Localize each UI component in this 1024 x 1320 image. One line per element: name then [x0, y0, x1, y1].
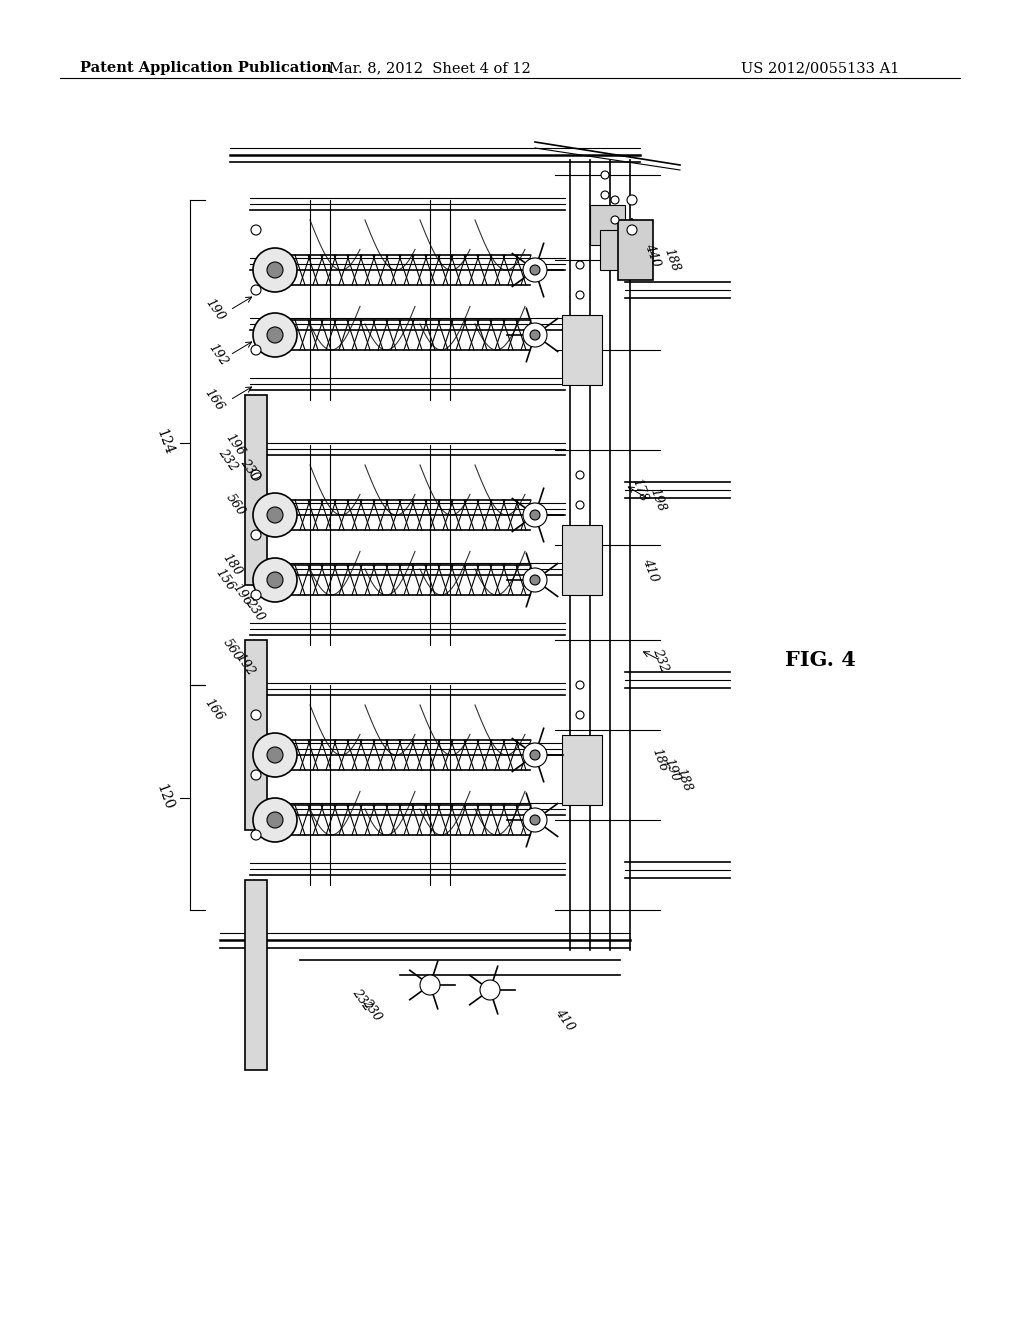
- Circle shape: [575, 261, 584, 269]
- Text: 156: 156: [213, 566, 238, 594]
- Circle shape: [251, 285, 261, 294]
- Bar: [562, 315, 602, 385]
- Circle shape: [480, 979, 500, 1001]
- Text: 440: 440: [642, 242, 663, 268]
- Circle shape: [523, 323, 547, 347]
- Text: 120: 120: [154, 783, 176, 812]
- Circle shape: [253, 248, 297, 292]
- Circle shape: [575, 711, 584, 719]
- Text: 410: 410: [640, 557, 660, 583]
- Circle shape: [611, 216, 618, 224]
- Text: Patent Application Publication: Patent Application Publication: [80, 61, 332, 75]
- Text: 192: 192: [206, 342, 230, 368]
- Text: 166: 166: [202, 387, 226, 413]
- Bar: [245, 395, 267, 585]
- Circle shape: [627, 224, 637, 235]
- Circle shape: [601, 172, 609, 180]
- Circle shape: [251, 224, 261, 235]
- Circle shape: [530, 750, 540, 760]
- Circle shape: [267, 572, 283, 587]
- Text: 410: 410: [553, 1006, 578, 1034]
- Circle shape: [267, 812, 283, 828]
- Circle shape: [253, 558, 297, 602]
- Text: 188: 188: [662, 247, 682, 273]
- Text: 192: 192: [232, 652, 257, 678]
- Circle shape: [627, 195, 637, 205]
- Text: 196: 196: [223, 432, 247, 458]
- Circle shape: [530, 330, 540, 341]
- Text: 180: 180: [220, 552, 244, 578]
- Circle shape: [530, 814, 540, 825]
- Text: 232: 232: [350, 986, 374, 1014]
- Text: 198: 198: [648, 487, 669, 513]
- Circle shape: [267, 327, 283, 343]
- Circle shape: [267, 747, 283, 763]
- Bar: [562, 525, 602, 595]
- Circle shape: [575, 471, 584, 479]
- Text: 560: 560: [220, 636, 244, 664]
- Circle shape: [251, 770, 261, 780]
- Text: 230: 230: [238, 457, 262, 483]
- Circle shape: [251, 531, 261, 540]
- Circle shape: [575, 502, 584, 510]
- Text: 190: 190: [662, 756, 682, 784]
- Text: 188: 188: [674, 767, 694, 793]
- Circle shape: [267, 507, 283, 523]
- Circle shape: [420, 975, 440, 995]
- Circle shape: [523, 503, 547, 527]
- Text: 124: 124: [154, 428, 176, 457]
- Circle shape: [575, 681, 584, 689]
- Bar: [562, 735, 602, 805]
- Bar: [618, 220, 653, 280]
- Circle shape: [523, 568, 547, 591]
- Circle shape: [253, 799, 297, 842]
- Circle shape: [253, 733, 297, 777]
- Bar: [600, 230, 635, 271]
- Text: FIG. 4: FIG. 4: [784, 649, 855, 671]
- Bar: [245, 880, 267, 1071]
- Text: 178: 178: [630, 477, 650, 503]
- Circle shape: [601, 191, 609, 199]
- Circle shape: [530, 510, 540, 520]
- Circle shape: [251, 710, 261, 719]
- Bar: [245, 640, 267, 830]
- Circle shape: [523, 257, 547, 282]
- Circle shape: [253, 492, 297, 537]
- Circle shape: [575, 290, 584, 300]
- Text: 230: 230: [243, 597, 267, 623]
- Text: 230: 230: [359, 997, 384, 1023]
- Circle shape: [523, 808, 547, 832]
- Circle shape: [251, 470, 261, 480]
- Text: US 2012/0055133 A1: US 2012/0055133 A1: [740, 61, 899, 75]
- Circle shape: [523, 743, 547, 767]
- Text: 186: 186: [650, 747, 671, 774]
- Circle shape: [611, 195, 618, 205]
- Text: 190: 190: [203, 297, 227, 323]
- Circle shape: [251, 590, 261, 601]
- Text: 166: 166: [202, 697, 226, 723]
- Circle shape: [253, 313, 297, 356]
- Circle shape: [530, 576, 540, 585]
- Text: Mar. 8, 2012  Sheet 4 of 12: Mar. 8, 2012 Sheet 4 of 12: [329, 61, 530, 75]
- Text: 560: 560: [223, 491, 247, 519]
- Circle shape: [251, 345, 261, 355]
- Text: 196: 196: [229, 581, 254, 609]
- Bar: [590, 205, 625, 246]
- Circle shape: [267, 261, 283, 279]
- Circle shape: [530, 265, 540, 275]
- Text: 232: 232: [650, 647, 671, 673]
- Circle shape: [251, 830, 261, 840]
- Text: 232: 232: [216, 446, 241, 474]
